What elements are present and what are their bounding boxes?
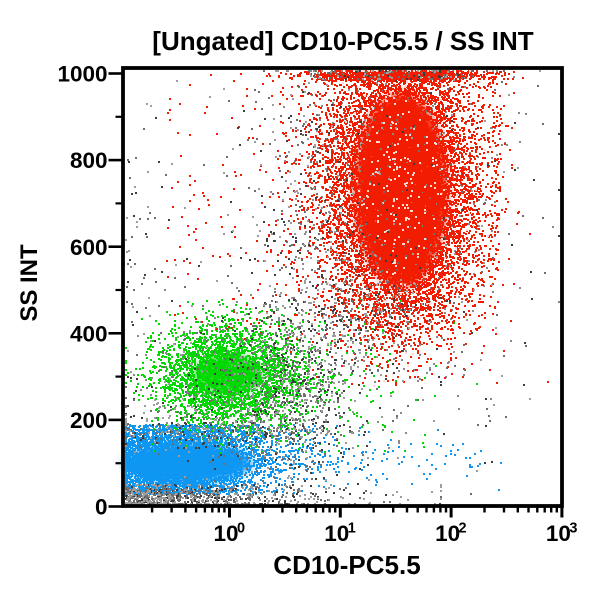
svg-text:600: 600 (70, 235, 108, 260)
svg-text:3: 3 (569, 521, 577, 537)
svg-text:200: 200 (70, 408, 108, 433)
svg-text:1000: 1000 (57, 62, 107, 87)
svg-text:800: 800 (70, 148, 108, 173)
svg-text:0: 0 (237, 521, 245, 537)
svg-text:1: 1 (348, 521, 356, 537)
svg-text:0: 0 (95, 495, 108, 520)
svg-text:CD10-PC5.5: CD10-PC5.5 (273, 550, 420, 580)
svg-text:2: 2 (459, 521, 467, 537)
svg-text:10: 10 (324, 521, 349, 546)
svg-text:10: 10 (213, 521, 238, 546)
svg-text:SS INT: SS INT (16, 244, 43, 322)
svg-text:[Ungated] CD10-PC5.5 / SS INT: [Ungated] CD10-PC5.5 / SS INT (152, 26, 534, 56)
svg-text:10: 10 (546, 521, 571, 546)
svg-text:10: 10 (435, 521, 460, 546)
svg-text:400: 400 (70, 321, 108, 346)
